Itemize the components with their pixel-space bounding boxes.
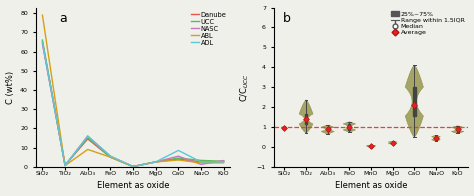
NASC bbox=[108, 155, 113, 157]
Text: b: b bbox=[283, 12, 291, 25]
ABL bbox=[39, 14, 45, 16]
Danube bbox=[198, 161, 204, 163]
UCC bbox=[85, 136, 91, 139]
UCC bbox=[62, 164, 68, 167]
UCC bbox=[39, 39, 45, 41]
Line: Danube: Danube bbox=[42, 42, 224, 167]
Line: ADL: ADL bbox=[42, 42, 224, 167]
NASC bbox=[62, 164, 68, 167]
UCC bbox=[221, 160, 227, 162]
UCC bbox=[175, 157, 181, 159]
Danube bbox=[153, 161, 158, 163]
Danube bbox=[175, 158, 181, 160]
Danube bbox=[62, 164, 68, 166]
UCC bbox=[153, 161, 158, 163]
Bar bbox=[284, 127, 285, 128]
NASC bbox=[175, 155, 181, 157]
Bar bbox=[305, 114, 307, 124]
Bar bbox=[392, 142, 393, 144]
Bar bbox=[370, 145, 372, 146]
Bar bbox=[413, 87, 416, 116]
Y-axis label: C (wt%): C (wt%) bbox=[6, 71, 15, 104]
ADL bbox=[198, 161, 204, 163]
Legend: Danube, UCC, NASC, ABL, ADL: Danube, UCC, NASC, ABL, ADL bbox=[190, 11, 227, 46]
Bar bbox=[327, 127, 329, 131]
Polygon shape bbox=[452, 126, 464, 133]
UCC bbox=[130, 165, 136, 168]
ADL bbox=[153, 161, 158, 163]
Polygon shape bbox=[283, 126, 286, 129]
Bar bbox=[348, 124, 350, 130]
Danube bbox=[85, 138, 91, 140]
Text: a: a bbox=[59, 12, 67, 25]
UCC bbox=[198, 159, 204, 162]
ABL bbox=[153, 161, 158, 163]
Line: NASC: NASC bbox=[42, 44, 224, 167]
Polygon shape bbox=[432, 135, 440, 141]
UCC bbox=[108, 156, 113, 158]
ABL bbox=[108, 156, 113, 158]
NASC bbox=[39, 43, 45, 45]
Danube bbox=[221, 160, 227, 162]
ABL bbox=[130, 165, 136, 168]
NASC bbox=[153, 161, 158, 163]
Line: ABL: ABL bbox=[42, 15, 224, 167]
ADL bbox=[175, 149, 181, 152]
Polygon shape bbox=[299, 100, 313, 133]
Bar bbox=[435, 137, 437, 140]
ADL bbox=[108, 155, 113, 157]
Polygon shape bbox=[388, 141, 397, 144]
ADL bbox=[62, 164, 68, 167]
Polygon shape bbox=[367, 145, 375, 148]
X-axis label: Element as oxide: Element as oxide bbox=[97, 181, 169, 191]
Line: UCC: UCC bbox=[42, 40, 224, 167]
Polygon shape bbox=[405, 65, 423, 137]
Danube bbox=[108, 156, 113, 158]
NASC bbox=[221, 159, 227, 162]
ADL bbox=[39, 41, 45, 43]
NASC bbox=[85, 135, 91, 137]
Bar bbox=[456, 128, 459, 132]
Polygon shape bbox=[343, 122, 356, 132]
X-axis label: Element as oxide: Element as oxide bbox=[335, 181, 407, 191]
NASC bbox=[198, 163, 204, 166]
ADL bbox=[221, 161, 227, 163]
Legend: 25%~75%, Range within 1.5IQR, Median, Average: 25%~75%, Range within 1.5IQR, Median, Av… bbox=[391, 11, 465, 36]
Polygon shape bbox=[321, 125, 334, 134]
Danube bbox=[130, 165, 136, 168]
ABL bbox=[62, 164, 68, 167]
Y-axis label: C/C$_{UCC}$: C/C$_{UCC}$ bbox=[239, 73, 251, 102]
ADL bbox=[85, 135, 91, 137]
Danube bbox=[39, 41, 45, 43]
ADL bbox=[130, 165, 136, 168]
ABL bbox=[221, 162, 227, 164]
NASC bbox=[130, 165, 136, 168]
ABL bbox=[175, 159, 181, 161]
ABL bbox=[198, 162, 204, 164]
ABL bbox=[85, 148, 91, 151]
